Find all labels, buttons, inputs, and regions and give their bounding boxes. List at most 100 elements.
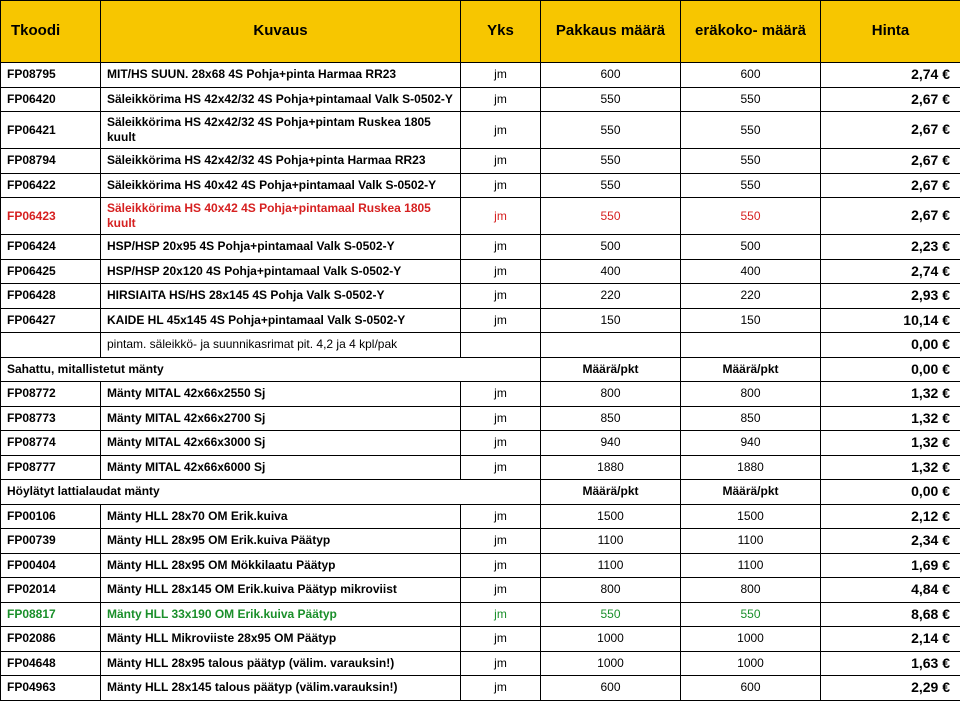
cell-unit: jm: [461, 455, 541, 480]
cell-price: 2,14 €: [821, 627, 960, 652]
table-body: FP08795MIT/HS SUUN. 28x68 4S Pohja+pinta…: [1, 63, 960, 701]
cell-batch: 1880: [681, 455, 821, 480]
cell-batch: 400: [681, 259, 821, 284]
cell-pack: 500: [541, 235, 681, 260]
cell-desc: HSP/HSP 20x95 4S Pohja+pintamaal Valk S-…: [101, 235, 461, 260]
cell-code: FP02086: [1, 627, 101, 652]
cell-price: 2,34 €: [821, 529, 960, 554]
cell-batch: 1100: [681, 553, 821, 578]
cell-batch: 550: [681, 149, 821, 174]
cell-price: 2,74 €: [821, 259, 960, 284]
cell-empty: [461, 333, 541, 358]
cell-code: FP04963: [1, 676, 101, 701]
cell-code: FP06427: [1, 308, 101, 333]
table-row: Sahattu, mitallistetut mäntyMäärä/pktMää…: [1, 357, 960, 382]
table-row: FP00739Mänty HLL 28x95 OM Erik.kuiva Pää…: [1, 529, 960, 554]
cell-code: FP04648: [1, 651, 101, 676]
table-row: pintam. säleikkö- ja suunnikasrimat pit.…: [1, 333, 960, 358]
cell-price: 1,32 €: [821, 382, 960, 407]
cell-empty: [681, 333, 821, 358]
cell-pack: 1000: [541, 627, 681, 652]
cell-pack: 1100: [541, 529, 681, 554]
cell-price: 2,67 €: [821, 149, 960, 174]
table-row: FP08772Mänty MITAL 42x66x2550 Sjjm800800…: [1, 382, 960, 407]
cell-pack: 550: [541, 198, 681, 235]
cell-desc: Mänty HLL 28x70 OM Erik.kuiva: [101, 504, 461, 529]
cell-unit: jm: [461, 406, 541, 431]
cell-pack: 220: [541, 284, 681, 309]
cell-code: FP06425: [1, 259, 101, 284]
cell-unit: jm: [461, 308, 541, 333]
cell-code: FP08774: [1, 431, 101, 456]
cell-pack: 1880: [541, 455, 681, 480]
cell-price: 10,14 €: [821, 308, 960, 333]
cell-desc: Mänty HLL 33x190 OM Erik.kuiva Päätyp: [101, 602, 461, 627]
table-row: FP04648Mänty HLL 28x95 talous päätyp (vä…: [1, 651, 960, 676]
table-row: FP06422Säleikkörima HS 40x42 4S Pohja+pi…: [1, 173, 960, 198]
cell-batch: 150: [681, 308, 821, 333]
cell-batch: 600: [681, 676, 821, 701]
table-row: FP08817Mänty HLL 33x190 OM Erik.kuiva Pä…: [1, 602, 960, 627]
cell-price: 4,84 €: [821, 578, 960, 603]
cell-desc: Säleikkörima HS 40x42 4S Pohja+pintamaal…: [101, 198, 461, 235]
cell-code: FP08777: [1, 455, 101, 480]
table-row: FP06428HIRSIAITA HS/HS 28x145 4S Pohja V…: [1, 284, 960, 309]
cell-unit: jm: [461, 676, 541, 701]
table-row: FP02086Mänty HLL Mikroviiste 28x95 OM Pä…: [1, 627, 960, 652]
cell-desc: Mänty MITAL 42x66x2550 Sj: [101, 382, 461, 407]
cell-batch: 550: [681, 173, 821, 198]
cell-price: 1,32 €: [821, 431, 960, 456]
cell-pack: 600: [541, 676, 681, 701]
cell-code: FP06422: [1, 173, 101, 198]
maara-pkt: Määrä/pkt: [681, 480, 821, 505]
cell-pack: 1000: [541, 651, 681, 676]
cell-desc: Mänty HLL 28x95 OM Mökkilaatu Päätyp: [101, 553, 461, 578]
cell-batch: 1000: [681, 651, 821, 676]
col-code: Tkoodi: [1, 1, 101, 63]
table-row: FP00404Mänty HLL 28x95 OM Mökkilaatu Pää…: [1, 553, 960, 578]
table-row: FP08794Säleikkörima HS 42x42/32 4S Pohja…: [1, 149, 960, 174]
cell-desc: KAIDE HL 45x145 4S Pohja+pintamaal Valk …: [101, 308, 461, 333]
cell-unit: jm: [461, 112, 541, 149]
table-row: FP04963Mänty HLL 28x145 talous päätyp (v…: [1, 676, 960, 701]
section-price: 0,00 €: [821, 480, 960, 505]
cell-empty: [541, 333, 681, 358]
cell-price: 2,67 €: [821, 87, 960, 112]
cell-pack: 600: [541, 63, 681, 88]
cell-desc: Säleikkörima HS 42x42/32 4S Pohja+pintam…: [101, 112, 461, 149]
maara-pkt: Määrä/pkt: [681, 357, 821, 382]
cell-desc: HSP/HSP 20x120 4S Pohja+pintamaal Valk S…: [101, 259, 461, 284]
maara-pkt: Määrä/pkt: [541, 357, 681, 382]
cell-code: FP08772: [1, 382, 101, 407]
cell-desc: Mänty MITAL 42x66x2700 Sj: [101, 406, 461, 431]
cell-code: FP00739: [1, 529, 101, 554]
cell-price: 2,74 €: [821, 63, 960, 88]
cell-pack: 800: [541, 382, 681, 407]
cell-price: 8,68 €: [821, 602, 960, 627]
section-label: Sahattu, mitallistetut mänty: [1, 357, 541, 382]
cell-price: 2,67 €: [821, 173, 960, 198]
cell-desc: Säleikkörima HS 42x42/32 4S Pohja+pintam…: [101, 87, 461, 112]
cell-price: 2,67 €: [821, 198, 960, 235]
cell-pack: 550: [541, 149, 681, 174]
cell-unit: jm: [461, 149, 541, 174]
cell-batch: 550: [681, 87, 821, 112]
table-row: FP06421Säleikkörima HS 42x42/32 4S Pohja…: [1, 112, 960, 149]
section-label: Höylätyt lattialaudat mänty: [1, 480, 541, 505]
cell-pack: 550: [541, 173, 681, 198]
cell-price: 0,00 €: [821, 333, 960, 358]
cell-batch: 940: [681, 431, 821, 456]
cell-pack: 400: [541, 259, 681, 284]
cell-price: 1,32 €: [821, 455, 960, 480]
table-row: FP08777Mänty MITAL 42x66x6000 Sjjm188018…: [1, 455, 960, 480]
cell-unit: jm: [461, 651, 541, 676]
cell-price: 1,32 €: [821, 406, 960, 431]
cell-pack: 940: [541, 431, 681, 456]
cell-pack: 550: [541, 87, 681, 112]
cell-code: FP06423: [1, 198, 101, 235]
cell-unit: jm: [461, 173, 541, 198]
cell-pack: 550: [541, 602, 681, 627]
cell-batch: 800: [681, 578, 821, 603]
cell-desc: Mänty HLL 28x95 OM Erik.kuiva Päätyp: [101, 529, 461, 554]
cell-code: FP06424: [1, 235, 101, 260]
